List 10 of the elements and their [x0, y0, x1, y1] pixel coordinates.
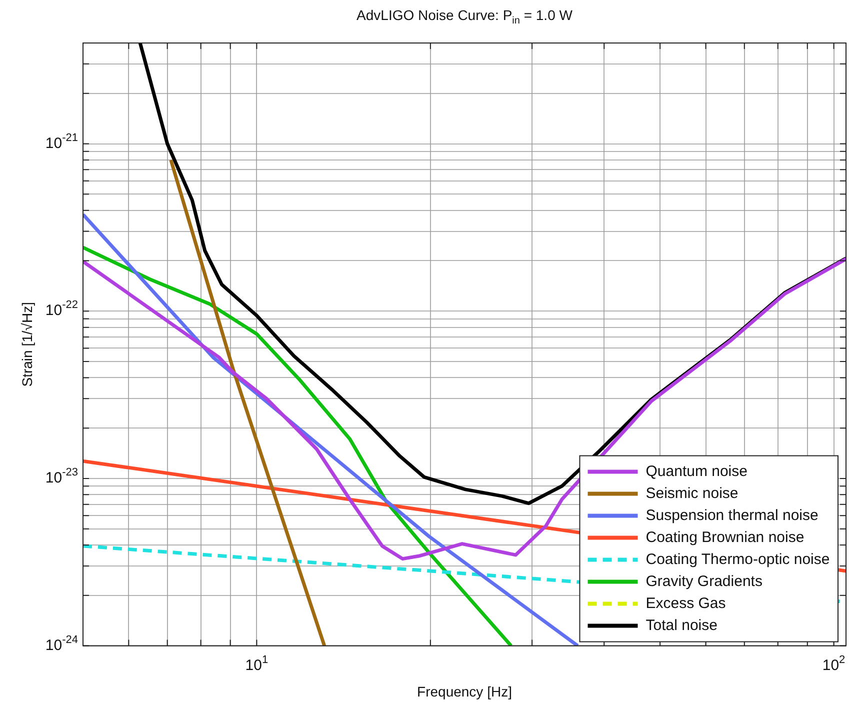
legend-label: Gravity Gradients — [646, 572, 762, 590]
x-axis-title: Frequency [Hz] — [417, 684, 512, 700]
legend-label: Seismic noise — [646, 484, 738, 502]
legend-label: Excess Gas — [646, 594, 726, 612]
legend-label: Suspension thermal noise — [646, 506, 818, 524]
legend-label: Total noise — [646, 616, 718, 634]
legend-label: Coating Brownian noise — [646, 528, 804, 546]
legend-label: Quantum noise — [646, 462, 748, 480]
legend-label: Coating Thermo-optic noise — [646, 550, 830, 568]
y-axis-title: Strain [1/√Hz] — [18, 302, 35, 387]
